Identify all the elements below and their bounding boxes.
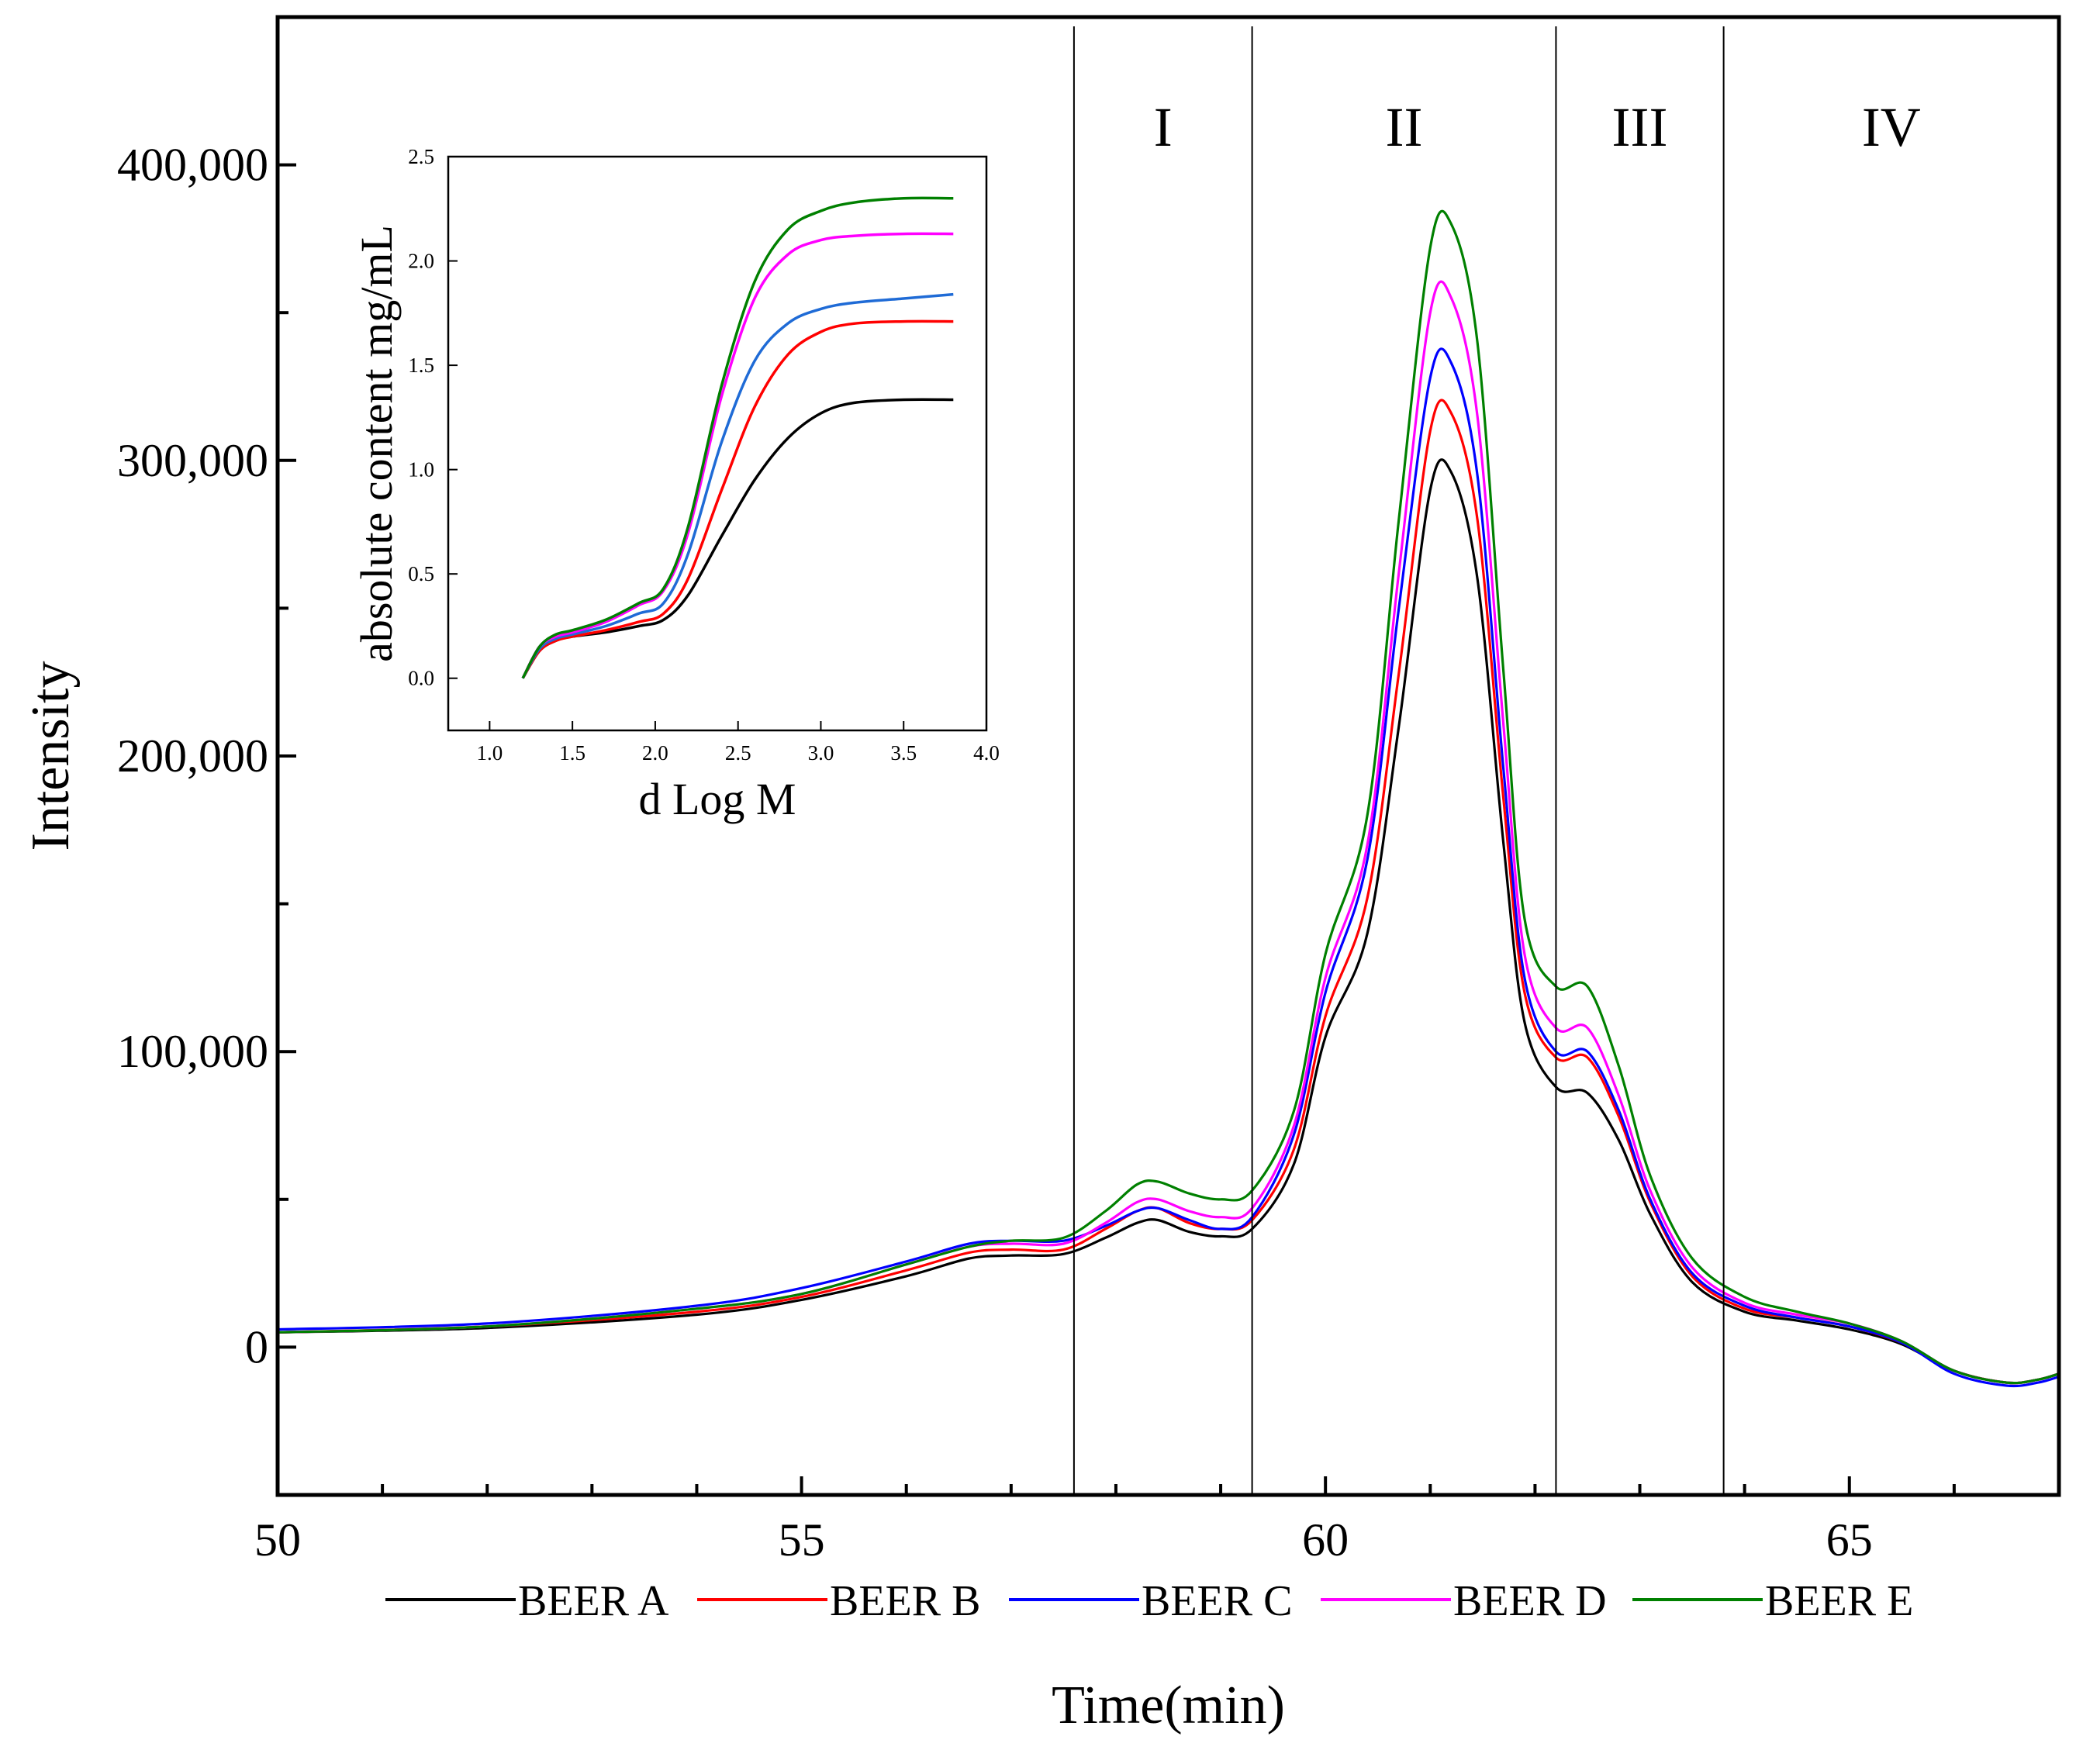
main-series-line-beer-e bbox=[277, 209, 2060, 1385]
main-plot: I II III IV 50 55 60 65 0100,000200,000300,000… bbox=[21, 15, 2061, 1735]
legend-item-beer-b: BEER B bbox=[697, 1577, 980, 1625]
inset-x-tick-label: 3.0 bbox=[808, 741, 834, 765]
inset-x-axis-ticks: 1.0 1.5 2.0 2.5 3.0 3.5 4.0 bbox=[477, 721, 1000, 765]
region-labels: I II III IV bbox=[1154, 96, 1921, 158]
inset-series-line-beer-b bbox=[521, 319, 954, 679]
inset-y-axis-title: absolute content mg/mL bbox=[351, 225, 402, 662]
inset-x-tick-label: 3.5 bbox=[890, 741, 917, 765]
main-x-axis-title: Time(min) bbox=[1052, 1676, 1285, 1735]
main-x-tick-label: 60 bbox=[1302, 1514, 1349, 1566]
region-label-2: II bbox=[1386, 96, 1423, 158]
legend-label: BEER A bbox=[518, 1577, 669, 1625]
legend-label: BEER D bbox=[1453, 1577, 1607, 1625]
inset-y-tick-label: 0.0 bbox=[408, 667, 434, 690]
main-y-tick-label: 0 bbox=[245, 1321, 268, 1372]
legend-label: BEER E bbox=[1765, 1577, 1913, 1625]
inset-x-axis-title: d Log M bbox=[639, 774, 796, 824]
main-y-axis-title: Intensity bbox=[21, 661, 81, 851]
main-series-line-beer-c bbox=[277, 347, 2060, 1388]
main-x-tick-label: 55 bbox=[779, 1514, 825, 1566]
inset-x-tick-label: 1.0 bbox=[477, 741, 503, 765]
legend-item-beer-e: BEER E bbox=[1632, 1577, 1913, 1625]
region-label-4: IV bbox=[1862, 96, 1921, 158]
legend-item-beer-d: BEER D bbox=[1321, 1577, 1607, 1625]
inset-y-tick-label: 1.5 bbox=[408, 354, 434, 377]
main-x-axis-ticks: 50 55 60 65 bbox=[254, 1476, 2060, 1566]
legend-item-beer-a: BEER A bbox=[385, 1577, 669, 1625]
inset-y-tick-label: 2.0 bbox=[408, 250, 434, 273]
region-label-3: III bbox=[1612, 96, 1668, 158]
main-y-tick-label: 200,000 bbox=[117, 730, 268, 782]
inset-y-tick-label: 0.5 bbox=[408, 562, 434, 585]
main-series-lines bbox=[277, 209, 2060, 1388]
legend-label: BEER C bbox=[1142, 1577, 1292, 1625]
legend: BEER A BEER B BEER C BEER D BEER E bbox=[385, 1577, 1913, 1625]
region-label-1: I bbox=[1154, 96, 1173, 158]
inset-series-lines bbox=[521, 196, 954, 679]
inset-y-axis-ticks: 0.0 0.5 1.0 1.5 2.0 2.5 bbox=[408, 145, 458, 690]
inset-plot: 1.0 1.5 2.0 2.5 3.0 3.5 4.0 0.0 0.5 1.0 1.5 2.0 2.5… bbox=[351, 145, 1000, 824]
legend-label: BEER B bbox=[830, 1577, 980, 1625]
inset-x-tick-label: 4.0 bbox=[973, 741, 1000, 765]
inset-plot-frame bbox=[447, 155, 988, 732]
main-y-tick-label: 100,000 bbox=[117, 1026, 268, 1077]
main-x-tick-label: 65 bbox=[1826, 1514, 1873, 1566]
inset-x-tick-label: 2.0 bbox=[642, 741, 668, 765]
legend-item-beer-c: BEER C bbox=[1009, 1577, 1292, 1625]
region-dividers bbox=[1073, 26, 1725, 1495]
inset-series-line-beer-d bbox=[521, 232, 954, 679]
inset-y-tick-label: 2.5 bbox=[408, 145, 434, 168]
main-series-line-beer-a bbox=[277, 458, 2060, 1385]
inset-y-tick-label: 1.0 bbox=[408, 458, 434, 482]
inset-series-line-beer-e bbox=[521, 196, 954, 679]
main-y-axis-ticks: 0 100,000 200,000 300,000 400,000 bbox=[117, 16, 296, 1496]
inset-series-line-beer-c bbox=[521, 292, 954, 679]
main-y-tick-label: 400,000 bbox=[117, 140, 268, 191]
inset-x-tick-label: 2.5 bbox=[725, 741, 751, 765]
main-x-tick-label: 50 bbox=[254, 1514, 301, 1566]
inset-x-tick-label: 1.5 bbox=[559, 741, 585, 765]
main-series-line-beer-b bbox=[277, 399, 2060, 1385]
main-y-tick-label: 300,000 bbox=[117, 435, 268, 486]
